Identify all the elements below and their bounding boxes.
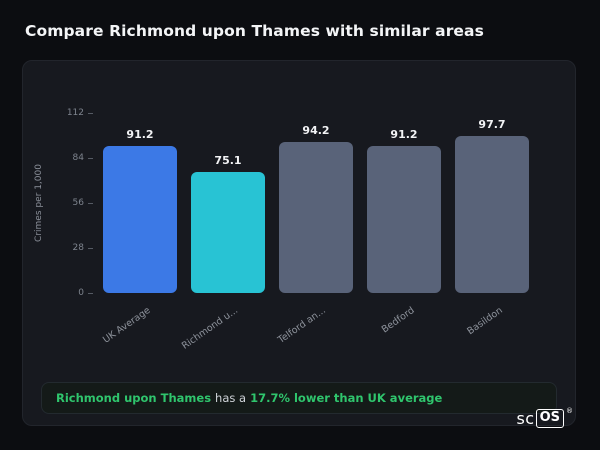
bar-value-label: 94.2 <box>302 123 330 137</box>
bar-group-richmond: 75.1 Richmond u... <box>180 113 265 352</box>
tick-mark <box>88 202 93 204</box>
bar-value-label: 91.2 <box>390 128 418 142</box>
page-title: Compare Richmond upon Thames with simila… <box>25 22 484 40</box>
tick-mark <box>88 292 93 294</box>
bar[interactable] <box>191 172 265 293</box>
scos-logo: sc OS ® <box>516 407 573 428</box>
x-axis-label: Telford an... <box>276 305 329 346</box>
logo-prefix: sc <box>516 409 535 428</box>
bar-group-basildon: 97.7 Basildon <box>455 113 529 337</box>
tick-mark <box>88 247 93 249</box>
y-tick: 28 <box>73 243 93 253</box>
x-axis-label: UK Average <box>100 305 153 346</box>
logo-box: OS <box>535 409 564 428</box>
chart-card: Crimes per 1,000 112 84 56 28 0 91.2 UK … <box>22 60 576 426</box>
bar[interactable] <box>279 141 353 293</box>
tick-mark <box>88 112 93 114</box>
summary-area-name: Richmond upon Thames <box>56 391 212 405</box>
tick-mark <box>88 157 93 159</box>
x-axis-label: Bedford <box>379 305 417 336</box>
registered-trademark-icon: ® <box>566 407 573 415</box>
y-tick: 84 <box>73 153 93 163</box>
bar-chart: Crimes per 1,000 112 84 56 28 0 91.2 UK … <box>23 61 575 425</box>
y-tick: 112 <box>67 108 93 118</box>
bar-group-bedford: 91.2 Bedford <box>367 113 441 335</box>
summary-stat: 17.7% lower than UK average <box>250 391 443 405</box>
bar[interactable] <box>455 135 529 293</box>
summary-note: Richmond upon Thames has a 17.7% lower t… <box>41 382 557 414</box>
bar-value-label: 97.7 <box>478 117 506 131</box>
bars-area: 91.2 UK Average 75.1 Richmond u... 94.2 … <box>101 113 529 352</box>
y-tick: 56 <box>73 198 93 208</box>
bar-value-label: 91.2 <box>126 128 154 142</box>
x-axis-label: Basildon <box>464 305 505 338</box>
summary-middle-text: has a <box>215 391 247 405</box>
bar[interactable] <box>103 146 177 293</box>
bar[interactable] <box>367 146 441 293</box>
y-axis: 112 84 56 28 0 <box>59 108 93 298</box>
y-axis-label: Crimes per 1,000 <box>34 164 44 242</box>
x-axis-label: Richmond u... <box>180 305 241 352</box>
y-tick: 0 <box>78 288 93 298</box>
bar-group-uk-average: 91.2 UK Average <box>101 113 177 346</box>
bar-value-label: 75.1 <box>214 154 242 168</box>
bar-group-telford: 94.2 Telford an... <box>277 113 353 346</box>
